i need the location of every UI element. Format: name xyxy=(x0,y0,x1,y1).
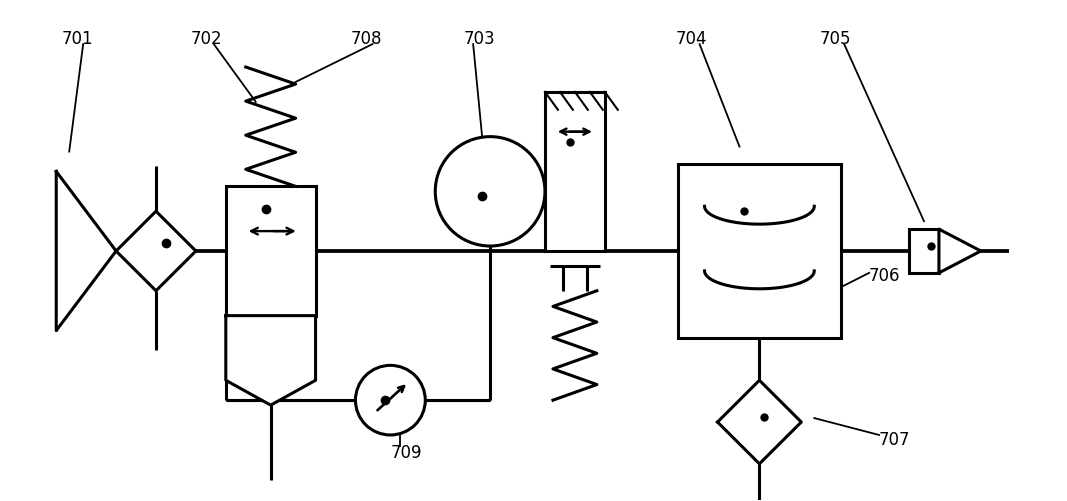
Text: 704: 704 xyxy=(675,30,707,48)
Text: 702: 702 xyxy=(191,30,223,48)
Text: 709: 709 xyxy=(391,444,421,462)
Polygon shape xyxy=(678,164,841,338)
Polygon shape xyxy=(226,316,316,405)
Polygon shape xyxy=(545,92,605,251)
Polygon shape xyxy=(909,229,939,273)
Text: 705: 705 xyxy=(819,30,850,48)
Text: 708: 708 xyxy=(350,30,382,48)
Text: 701: 701 xyxy=(61,30,93,48)
Polygon shape xyxy=(116,211,196,291)
Circle shape xyxy=(355,365,426,435)
Text: 703: 703 xyxy=(463,30,495,48)
Polygon shape xyxy=(226,186,316,316)
Polygon shape xyxy=(939,229,981,273)
Circle shape xyxy=(435,137,545,246)
Polygon shape xyxy=(57,171,116,331)
Text: 707: 707 xyxy=(879,431,910,449)
Text: 706: 706 xyxy=(870,267,901,285)
Polygon shape xyxy=(717,380,801,464)
